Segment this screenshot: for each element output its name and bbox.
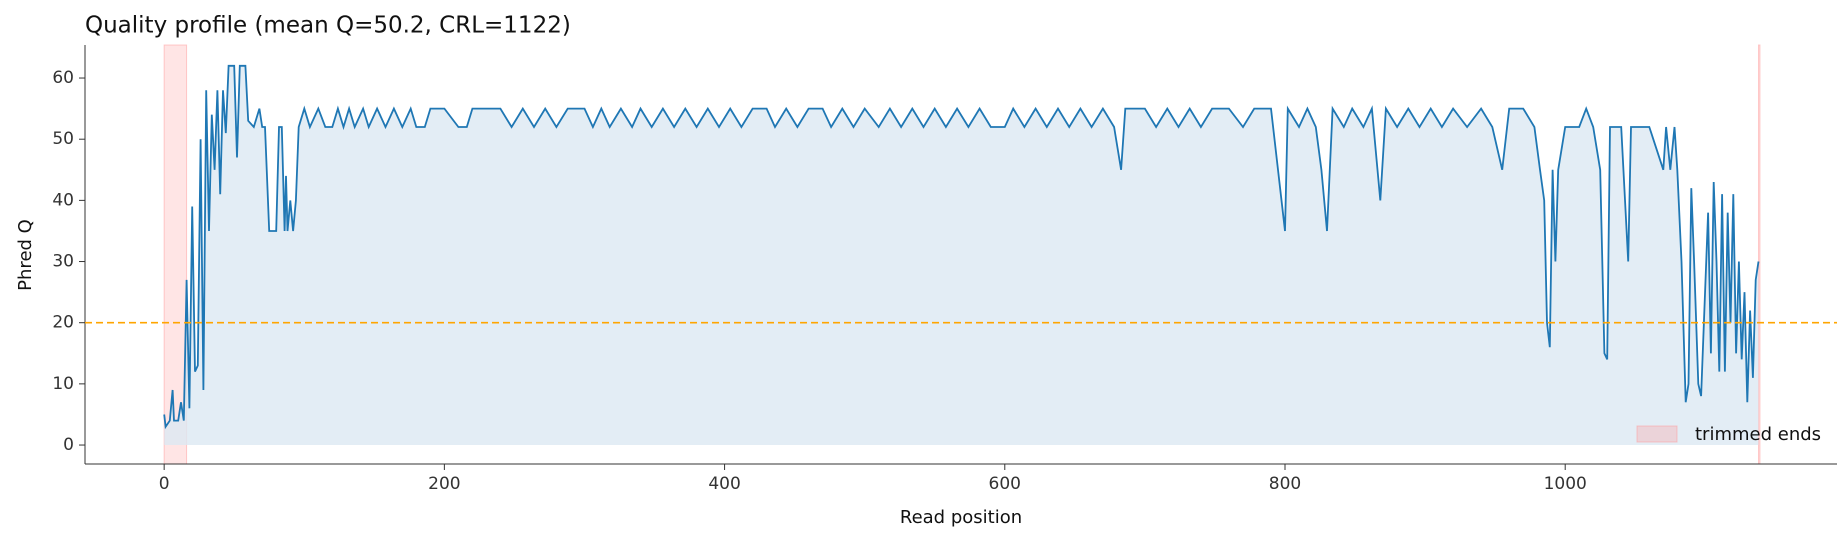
trimmed-span <box>163 44 188 465</box>
y-tick-label: 60 <box>52 68 74 88</box>
x-tick-label: 200 <box>428 474 460 494</box>
x-tick-label: 800 <box>1269 474 1301 494</box>
x-tick-label: 0 <box>159 474 170 494</box>
trimmed-span <box>1758 44 1761 465</box>
y-tick-label: 0 <box>63 435 74 455</box>
y-tick-label: 20 <box>52 313 74 333</box>
y-tick-label: 50 <box>52 129 74 149</box>
chart-title: Quality profile (mean Q=50.2, CRL=1122) <box>85 13 571 39</box>
legend-swatch <box>1636 425 1678 443</box>
y-tick-label: 30 <box>52 252 74 272</box>
y-axis-label: Phred Q <box>15 219 36 291</box>
area-fill <box>164 65 1759 446</box>
x-tick-label: 400 <box>708 474 740 494</box>
x-tick-label: 600 <box>989 474 1021 494</box>
x-tick-label: 1000 <box>1544 474 1587 494</box>
legend-label: trimmed ends <box>1695 424 1821 445</box>
quality-line <box>163 64 1760 430</box>
y-tick-label: 10 <box>52 374 74 394</box>
y-tick-label: 40 <box>52 190 74 210</box>
x-axis-label: Read position <box>900 507 1022 528</box>
